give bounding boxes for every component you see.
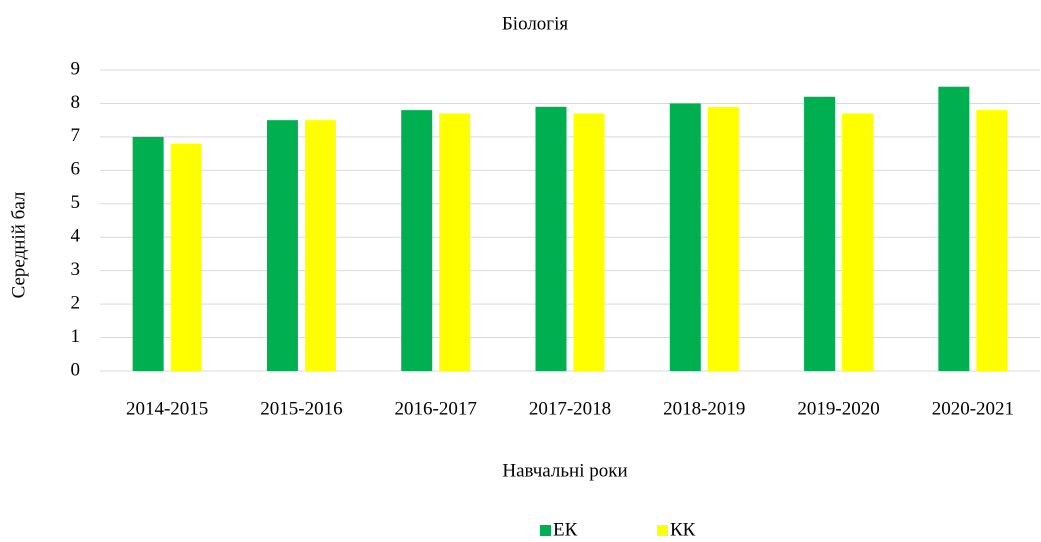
y-tick-label: 4 (71, 226, 81, 247)
x-tick-label: 2017-2018 (529, 398, 611, 419)
y-tick-label: 2 (71, 292, 81, 313)
y-tick-label: 1 (71, 326, 81, 347)
y-tick-label: 5 (71, 192, 81, 213)
bar (439, 113, 471, 371)
legend-swatch (657, 525, 668, 536)
y-axis-label: Середній бал (8, 191, 29, 298)
bar (266, 120, 298, 372)
bar (842, 113, 874, 371)
bar (573, 113, 605, 371)
bar (535, 106, 567, 372)
x-axis-label: Навчальні роки (502, 460, 627, 481)
bar (304, 120, 336, 372)
bar (804, 96, 836, 371)
legend-label: КК (670, 519, 696, 540)
y-tick-label: 3 (71, 259, 81, 280)
y-tick-label: 7 (71, 125, 81, 146)
y-tick-label: 0 (71, 359, 81, 380)
x-tick-label: 2015-2016 (260, 398, 342, 419)
legend-label: ЕК (553, 519, 578, 540)
bar (976, 110, 1008, 371)
y-tick-label: 6 (71, 159, 81, 180)
bar (938, 86, 970, 371)
x-tick-label: 2018-2019 (663, 398, 745, 419)
x-tick-label: 2014-2015 (126, 398, 208, 419)
bar (132, 136, 164, 371)
x-tick-label: 2020-2021 (932, 398, 1014, 419)
bar (401, 110, 433, 371)
x-tick-label: 2016-2017 (395, 398, 477, 419)
chart-title: Біологія (502, 13, 568, 34)
x-tick-label: 2019-2020 (797, 398, 879, 419)
legend-swatch (540, 525, 551, 536)
bar (707, 106, 739, 372)
bar (170, 143, 202, 371)
y-tick-label: 8 (71, 92, 81, 113)
y-tick-label: 9 (71, 58, 81, 79)
bar (669, 103, 701, 371)
